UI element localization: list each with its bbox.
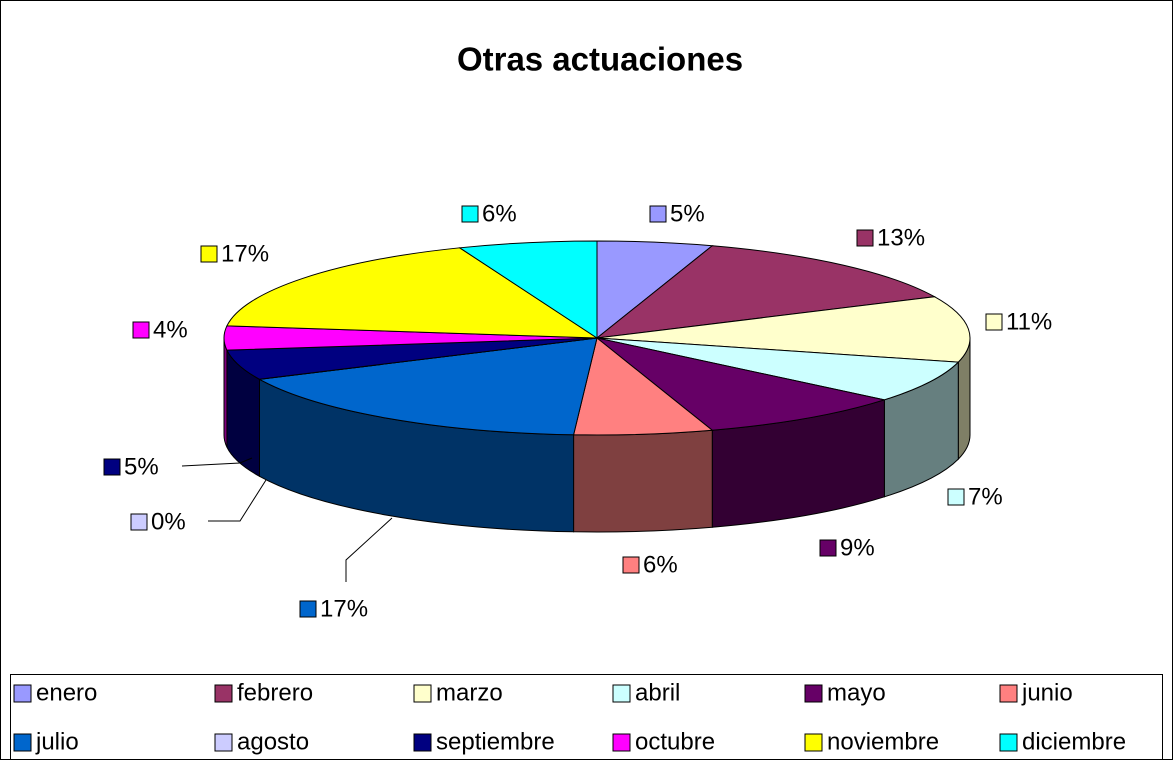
leader-line <box>345 517 393 582</box>
legend-label: diciembre <box>1022 728 1126 755</box>
legend-key <box>999 684 1018 703</box>
data-label: 4% <box>153 316 188 343</box>
label-key <box>132 321 150 339</box>
legend-key <box>804 733 823 752</box>
slice <box>257 337 598 436</box>
legend-key <box>214 733 233 752</box>
data-label: 5% <box>124 453 159 480</box>
label-key <box>461 205 479 223</box>
legend-label: junio <box>1021 679 1073 706</box>
legend-key <box>804 684 823 703</box>
legend-key <box>413 733 432 752</box>
label-key <box>947 488 965 506</box>
legend-label: enero <box>36 679 97 706</box>
legend-key <box>612 684 631 703</box>
legend-key <box>214 684 233 703</box>
slice-side <box>573 429 713 533</box>
label-key <box>649 205 667 223</box>
legend-label: septiembre <box>436 728 555 755</box>
label-key <box>819 539 837 557</box>
pie <box>223 240 971 533</box>
label-key <box>985 313 1003 331</box>
legend-key <box>13 733 32 752</box>
data-label: 9% <box>840 534 875 561</box>
label-key <box>103 458 121 476</box>
slice <box>596 296 971 363</box>
data-label: 6% <box>643 551 678 578</box>
slice <box>596 337 960 401</box>
data-label: 7% <box>968 483 1003 510</box>
legend-frame <box>10 674 1163 760</box>
label-key <box>130 513 148 531</box>
data-label: 13% <box>877 224 925 251</box>
legend-label: abril <box>635 679 680 706</box>
labels: 5% 13% 11% 7% 9% 6% 17% 0% 5% 4% 17% 6% enero febrero… <box>13 200 1126 755</box>
chart-title: Otras actuaciones <box>457 41 743 78</box>
data-label: 17% <box>221 240 269 267</box>
leader-line <box>181 457 253 467</box>
legend-label: noviembre <box>827 728 939 755</box>
slice <box>458 240 598 339</box>
legend-key <box>413 684 432 703</box>
label-key <box>622 556 640 574</box>
data-label: 11% <box>1006 308 1052 335</box>
legend-label: marzo <box>436 679 503 706</box>
legend-key <box>13 684 32 703</box>
slice <box>595 245 937 339</box>
data-label: 17% <box>320 595 368 622</box>
data-label: 5% <box>670 200 705 227</box>
label-key <box>200 245 218 263</box>
label-key <box>856 229 874 247</box>
legend-label: julio <box>35 728 79 755</box>
leader-line <box>208 479 267 522</box>
data-label: 6% <box>482 200 517 227</box>
data-label: 0% <box>151 508 186 535</box>
slice-side <box>223 337 228 448</box>
legend-label: agosto <box>237 728 309 755</box>
legend-label: mayo <box>827 679 886 706</box>
legend-key <box>612 733 631 752</box>
slice <box>226 247 599 339</box>
legend-key <box>999 733 1018 752</box>
label-key <box>299 600 317 618</box>
slice <box>596 337 887 431</box>
legend-label: octubre <box>635 728 715 755</box>
legend-label: febrero <box>237 679 313 706</box>
slice <box>572 337 714 436</box>
